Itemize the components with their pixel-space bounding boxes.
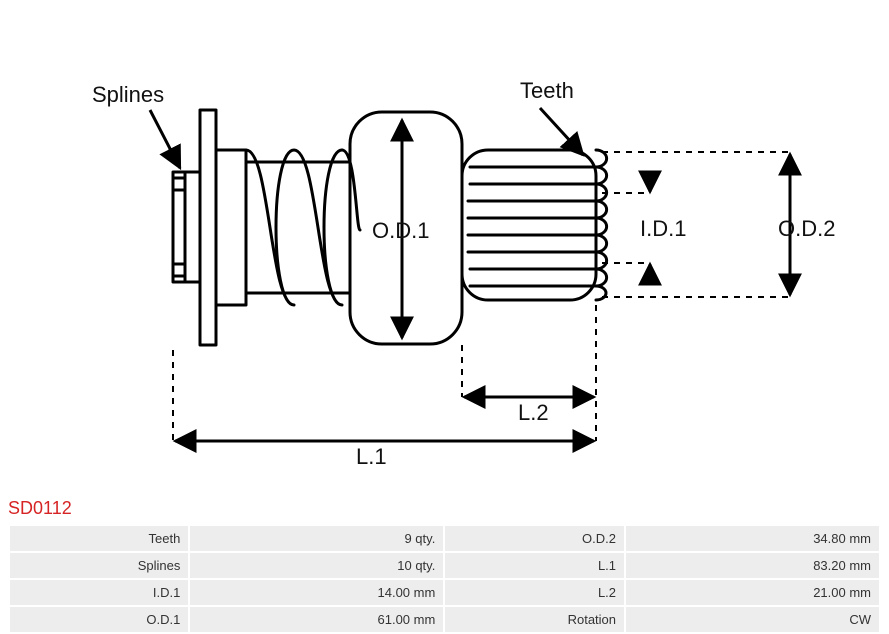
cell-key: Rotation (445, 607, 624, 632)
cell-key: L.1 (445, 553, 624, 578)
label-l1: L.1 (356, 444, 387, 470)
cell-value: 83.20 mm (626, 553, 879, 578)
label-od1: O.D.1 (372, 218, 429, 244)
label-l2: L.2 (518, 400, 549, 426)
cell-key: Splines (10, 553, 188, 578)
diagram-svg (0, 0, 889, 490)
cell-value: 61.00 mm (190, 607, 443, 632)
cell-value: 14.00 mm (190, 580, 443, 605)
label-od2: O.D.2 (778, 216, 835, 242)
spec-table: Teeth 9 qty. O.D.2 34.80 mm Splines 10 q… (8, 524, 881, 634)
label-teeth: Teeth (520, 78, 574, 104)
part-id: SD0112 (8, 498, 72, 519)
table-row: I.D.1 14.00 mm L.2 21.00 mm (10, 580, 879, 605)
cell-key: Teeth (10, 526, 188, 551)
cell-value: 9 qty. (190, 526, 443, 551)
cell-key: I.D.1 (10, 580, 188, 605)
cell-value: 10 qty. (190, 553, 443, 578)
cell-value: 21.00 mm (626, 580, 879, 605)
table-row: Splines 10 qty. L.1 83.20 mm (10, 553, 879, 578)
cell-key: O.D.1 (10, 607, 188, 632)
cell-value: 34.80 mm (626, 526, 879, 551)
page: Splines Teeth O.D.1 I.D.1 O.D.2 L.2 L.1 … (0, 0, 889, 634)
label-splines: Splines (92, 82, 164, 108)
table-row: O.D.1 61.00 mm Rotation CW (10, 607, 879, 632)
table-row: Teeth 9 qty. O.D.2 34.80 mm (10, 526, 879, 551)
cell-value: CW (626, 607, 879, 632)
cell-key: L.2 (445, 580, 624, 605)
technical-diagram: Splines Teeth O.D.1 I.D.1 O.D.2 L.2 L.1 (0, 0, 889, 490)
label-id1: I.D.1 (640, 216, 686, 242)
cell-key: O.D.2 (445, 526, 624, 551)
